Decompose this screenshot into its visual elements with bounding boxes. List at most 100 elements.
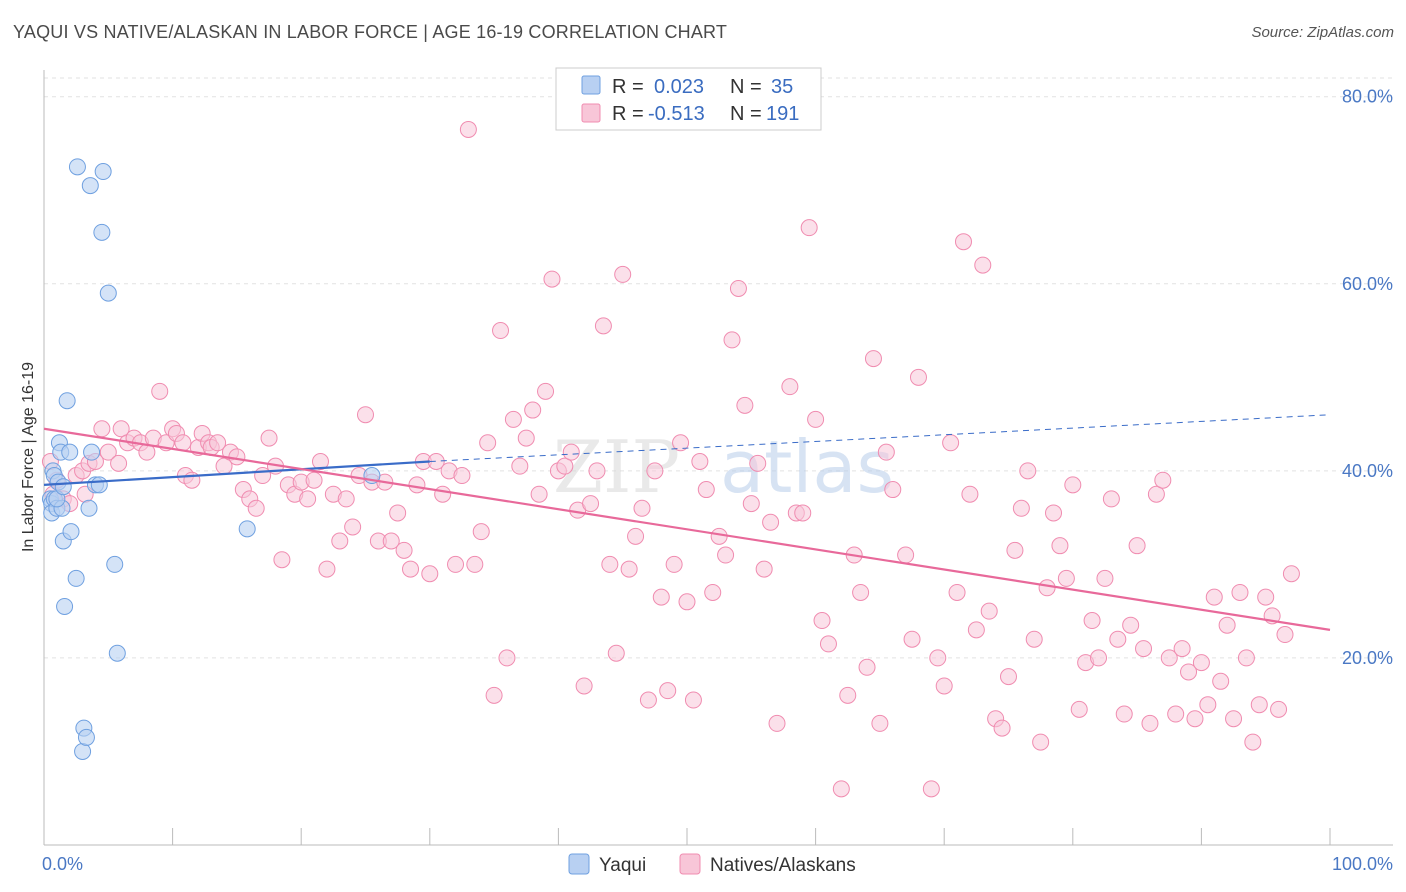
x-axis-ticks: [43, 828, 1331, 845]
yaqui-point-23: [90, 476, 108, 494]
natives-point-85: [562, 443, 580, 461]
bottom-legend-swatch-natives: [679, 853, 701, 875]
yaqui-point-20: [81, 177, 99, 195]
natives-point-45: [305, 471, 323, 489]
natives-point-109: [717, 546, 735, 564]
natives-point-176: [1173, 640, 1191, 658]
natives-trend-line: [43, 427, 1331, 631]
natives-point-93: [614, 265, 632, 283]
natives-point-89: [588, 462, 606, 480]
natives-point-47: [318, 560, 336, 578]
yaqui-point-19: [80, 499, 98, 517]
bottom-legend-swatch-yaqui: [568, 853, 590, 875]
natives-point-95: [627, 527, 645, 545]
natives-point-149: [1000, 668, 1017, 686]
yaqui-point-11: [58, 392, 76, 410]
natives-point-77: [511, 457, 529, 475]
natives-point-167: [1115, 705, 1133, 723]
yaqui-point-14: [67, 569, 85, 587]
natives-point-154: [1032, 733, 1050, 751]
natives-point-172: [1147, 485, 1165, 503]
natives-point-130: [864, 350, 882, 368]
y-tick-label-40: 40.0%: [1342, 461, 1393, 481]
x-tick-label-max: 100.0%: [1332, 854, 1393, 874]
natives-point-139: [935, 677, 953, 695]
natives-point-132: [877, 443, 895, 461]
natives-point-72: [479, 434, 497, 452]
natives-point-122: [807, 410, 825, 428]
yaqui-point-10: [56, 597, 74, 615]
natives-point-152: [1019, 462, 1037, 480]
natives-point-110: [723, 331, 741, 349]
natives-point-53: [357, 406, 374, 424]
axes: [43, 70, 1393, 846]
natives-point-146: [980, 602, 998, 620]
natives-point-124: [819, 635, 837, 653]
natives-point-169: [1128, 537, 1146, 555]
natives-point-98: [646, 462, 664, 480]
natives-point-102: [672, 434, 690, 452]
natives-point-87: [575, 677, 593, 695]
natives-point-58: [389, 504, 407, 522]
natives-point-174: [1160, 649, 1178, 667]
grid-lines: [44, 77, 1393, 659]
natives-point-40: [273, 551, 291, 569]
natives-point-150: [1006, 541, 1024, 559]
natives-point-163: [1090, 649, 1108, 667]
yaqui-point-28: [108, 644, 126, 662]
watermark-atlas: atlas: [720, 425, 894, 509]
stats-n-value-natives: 191: [766, 103, 799, 125]
natives-point-179: [1192, 654, 1210, 672]
natives-point-19: [151, 382, 169, 400]
yaqui-trend-extension: [429, 414, 1331, 462]
natives-point-187: [1244, 733, 1262, 751]
natives-point-151: [1012, 499, 1030, 517]
chart-source: Source: ZipAtlas.com: [1251, 24, 1394, 41]
bottom-legend-label-natives: Natives/Alaskans: [710, 855, 856, 876]
natives-point-88: [582, 495, 600, 513]
natives-point-189: [1257, 588, 1275, 606]
natives-point-193: [1282, 565, 1300, 583]
natives-point-61: [408, 476, 426, 494]
yaqui-point-12: [61, 443, 79, 461]
natives-point-101: [665, 555, 683, 573]
series-yaqui-points: [41, 158, 381, 760]
natives-point-184: [1225, 710, 1243, 728]
y-tick-label-80: 80.0%: [1342, 87, 1393, 107]
stats-legend: R = 0.023 N = 35 R = -0.513 N = 191: [555, 67, 822, 131]
natives-point-180: [1199, 696, 1217, 714]
natives-point-51: [344, 518, 362, 536]
natives-point-13: [112, 420, 130, 438]
natives-point-63: [421, 565, 439, 583]
stats-legend-swatch-yaqui: [581, 75, 601, 95]
natives-point-10: [93, 420, 111, 438]
natives-point-92: [607, 644, 625, 662]
natives-point-175: [1167, 705, 1185, 723]
natives-point-111: [729, 279, 747, 297]
natives-point-90: [594, 317, 612, 335]
natives-point-91: [601, 555, 619, 573]
natives-point-185: [1231, 583, 1249, 601]
natives-point-153: [1025, 630, 1043, 648]
yaqui-point-32: [238, 520, 256, 538]
natives-point-148: [993, 719, 1011, 737]
natives-point-79: [524, 401, 542, 419]
chart-title: YAQUI VS NATIVE/ALASKAN IN LABOR FORCE |…: [13, 22, 728, 42]
natives-point-182: [1212, 672, 1230, 690]
natives-point-60: [402, 560, 420, 578]
natives-point-106: [697, 481, 715, 499]
natives-point-78: [517, 429, 535, 447]
natives-point-103: [678, 593, 696, 611]
natives-point-70: [466, 555, 484, 573]
stats-r-value-yaqui: 0.023: [654, 76, 704, 98]
yaqui-point-16: [74, 742, 92, 760]
natives-point-183: [1218, 616, 1236, 634]
natives-point-173: [1154, 471, 1172, 489]
watermark: ZIP atlas: [553, 425, 894, 509]
natives-point-177: [1180, 663, 1198, 681]
natives-point-128: [852, 583, 870, 601]
natives-point-134: [897, 546, 915, 564]
natives-point-137: [922, 780, 940, 798]
stats-n-label-yaqui: N =: [730, 76, 762, 98]
natives-point-94: [620, 560, 638, 578]
